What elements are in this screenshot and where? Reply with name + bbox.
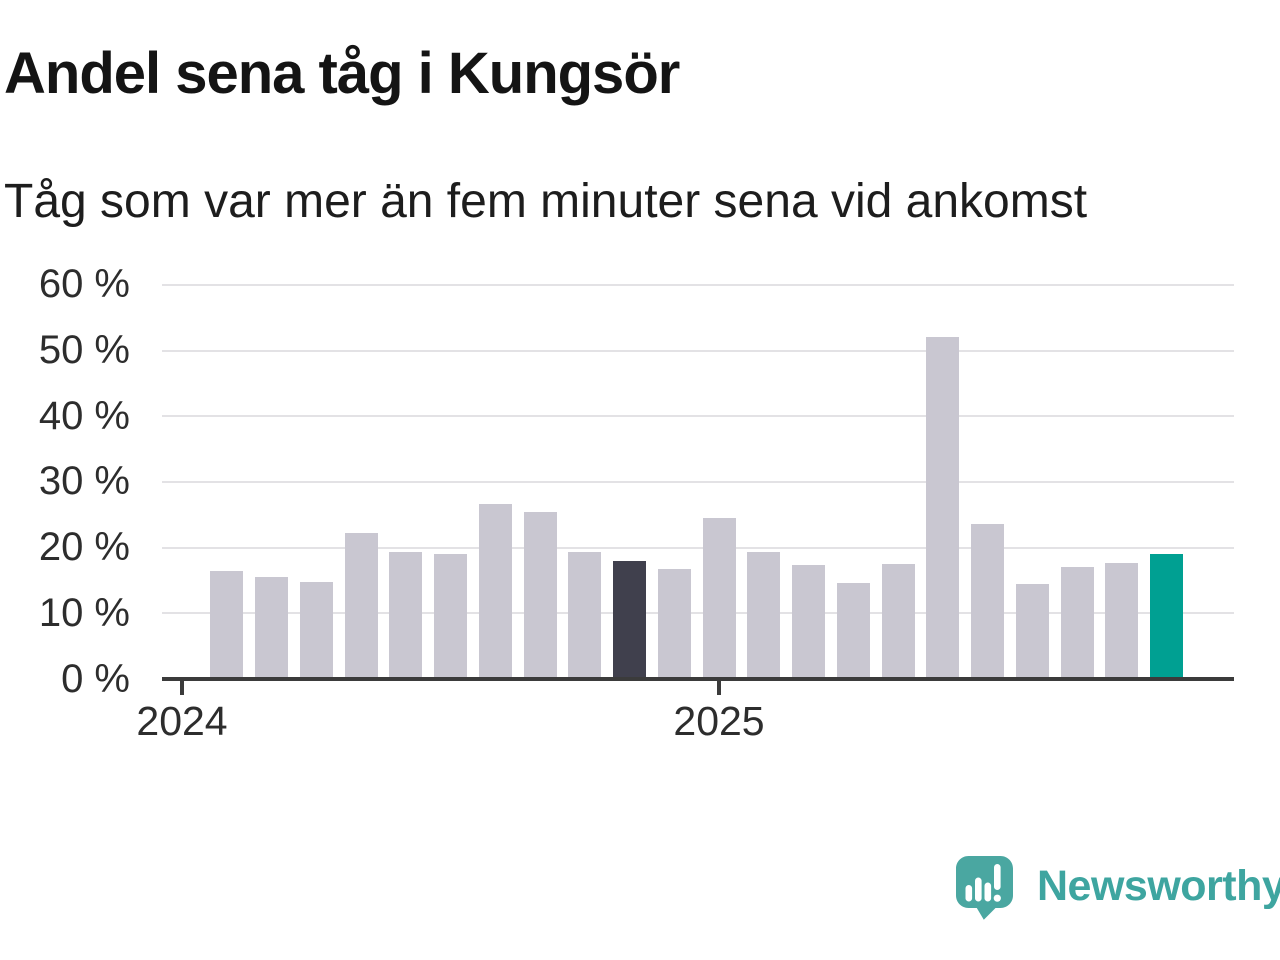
bar-4 — [344, 533, 378, 679]
chart-subtitle: Tåg som var mer än fem minuter sena vid … — [4, 175, 1088, 228]
bar-22-highlight_teal — [1150, 554, 1183, 679]
bar-12 — [702, 518, 736, 679]
bar-14 — [792, 565, 825, 679]
y-axis-label-40: 40 % — [38, 393, 130, 438]
y-axis-label-30: 30 % — [38, 459, 130, 504]
y-axis-label-20: 20 % — [38, 525, 130, 570]
bar-9-highlight_dark_prev — [568, 552, 602, 679]
gridline-30 — [162, 480, 1234, 483]
y-axis-label-10: 10 % — [38, 590, 130, 635]
bar-20 — [1060, 566, 1094, 679]
newsworthy-logo-text: Newsworthy — [1037, 862, 1280, 910]
bar-13 — [747, 552, 781, 679]
bar-18 — [971, 523, 1004, 679]
bar-10-highlight_dark — [613, 560, 646, 679]
gridline-40 — [162, 415, 1234, 418]
bar-7 — [478, 503, 512, 679]
bar-5 — [389, 551, 423, 679]
bar-3 — [299, 581, 333, 679]
bar-6 — [434, 553, 467, 679]
bar-21 — [1105, 562, 1139, 679]
bar-11 — [657, 568, 691, 679]
x-axis-tick-2024 — [180, 681, 184, 695]
gridline-20 — [162, 546, 1234, 549]
bar-15 — [836, 583, 870, 679]
y-axis-label-60: 60 % — [38, 262, 130, 307]
y-axis-label-0: 0 % — [61, 656, 130, 701]
y-axis-label-50: 50 % — [38, 328, 130, 372]
gridline-50 — [162, 349, 1234, 352]
x-axis-label-2025: 2025 — [673, 698, 765, 744]
gridline-10 — [162, 612, 1234, 615]
gridline-60 — [162, 283, 1234, 286]
newsworthy-bar-chart-icon — [956, 856, 1013, 920]
bar-8 — [523, 512, 557, 679]
bar-16 — [881, 564, 915, 679]
bar-1 — [210, 570, 244, 679]
bar-17 — [926, 336, 960, 679]
bar-19 — [1015, 584, 1049, 679]
newsworthy-logo: Newsworthy — [956, 856, 1280, 920]
bar-2 — [255, 577, 288, 679]
x-axis-line — [162, 677, 1234, 681]
x-axis-label-2024: 2024 — [136, 698, 228, 744]
x-axis-tick-2025 — [717, 681, 721, 695]
chart-title: Andel sena tåg i Kungsör — [4, 41, 680, 106]
